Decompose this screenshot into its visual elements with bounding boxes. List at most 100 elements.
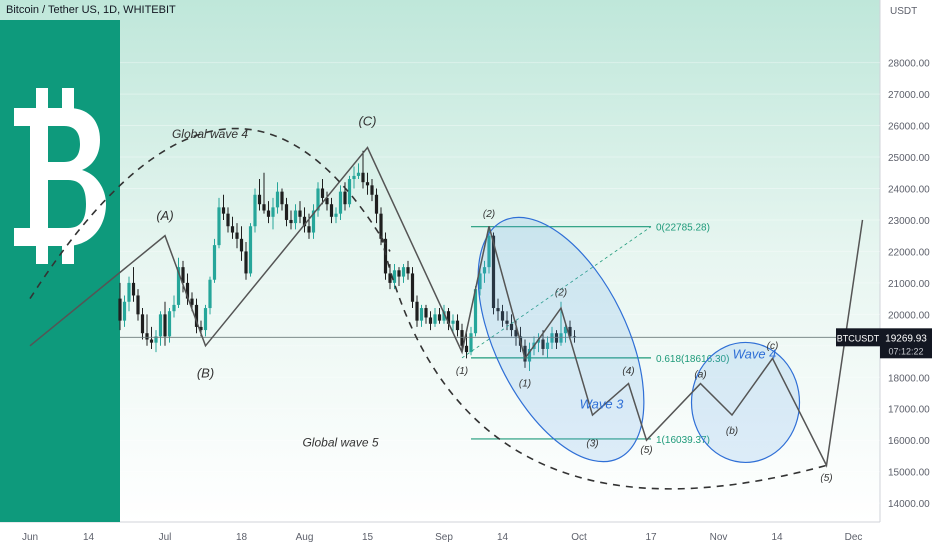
candle xyxy=(253,194,257,227)
x-tick-label: 14 xyxy=(771,532,783,543)
price-tag-value: 19269.93 xyxy=(885,333,927,344)
candle xyxy=(248,226,253,274)
candle xyxy=(338,191,343,214)
candle xyxy=(473,289,478,334)
candle xyxy=(199,326,203,331)
candle xyxy=(226,213,230,227)
candle xyxy=(271,207,275,217)
y-tick-label: 14000.00 xyxy=(888,499,930,510)
candle xyxy=(298,210,302,217)
x-tick-label: Jun xyxy=(22,532,38,543)
candle xyxy=(478,273,482,290)
candle xyxy=(464,345,469,353)
wave-4-ellipse xyxy=(690,341,801,464)
wave-label: (B) xyxy=(197,365,214,380)
candle xyxy=(550,333,554,343)
candle xyxy=(442,311,446,321)
candle xyxy=(545,342,550,349)
candle xyxy=(262,204,266,211)
candle xyxy=(280,191,284,205)
candle xyxy=(230,226,235,233)
wave-label: Global wave 4 xyxy=(172,127,248,141)
candle xyxy=(343,191,347,205)
x-tick-label: 15 xyxy=(362,532,374,543)
candle xyxy=(451,320,455,324)
bitcoin-logo-icon xyxy=(0,20,120,522)
wave-label: Global wave 5 xyxy=(302,435,378,449)
x-tick-label: 14 xyxy=(497,532,509,543)
price-tags: BTCUSDT 19269.93 07:12:22 xyxy=(836,328,932,359)
candle xyxy=(554,333,559,343)
candle xyxy=(176,267,181,305)
candle xyxy=(352,175,356,180)
candle xyxy=(401,267,406,277)
price-unit-label: USDT xyxy=(890,6,918,17)
candle xyxy=(559,333,563,343)
wave-3-ellipse xyxy=(477,216,645,463)
global-wave-4-arc xyxy=(29,127,391,300)
wave-label: (c) xyxy=(767,341,779,352)
y-tick-label: 15000.00 xyxy=(888,468,930,479)
candle xyxy=(410,273,415,302)
wave-label: (a) xyxy=(694,369,706,380)
candle xyxy=(158,314,163,337)
candle xyxy=(374,194,379,214)
wave-label: (5) xyxy=(640,445,652,456)
candle xyxy=(383,238,388,274)
candle xyxy=(482,267,487,274)
y-tick-label: 23000.00 xyxy=(888,216,930,227)
candle xyxy=(181,267,185,283)
candle xyxy=(505,320,509,324)
y-tick-label: 27000.00 xyxy=(888,90,930,101)
candle xyxy=(289,219,293,224)
candle xyxy=(311,210,316,233)
logo-panel xyxy=(0,20,120,522)
y-tick-labels: 14000.00 15000.00 16000.00 17000.00 18000.00… xyxy=(888,59,930,510)
candle xyxy=(541,339,545,349)
wave-label: (2) xyxy=(483,209,495,220)
candle xyxy=(257,194,262,205)
wave-label: (4) xyxy=(622,366,634,377)
candle xyxy=(568,326,572,337)
candle xyxy=(325,197,329,205)
candle xyxy=(203,308,208,331)
symbol-tag xyxy=(836,328,880,347)
wave-label: (5) xyxy=(820,473,832,484)
candle xyxy=(415,301,419,321)
global-wave-5-arc xyxy=(380,235,827,490)
candle xyxy=(307,226,311,233)
candle xyxy=(185,282,190,299)
candle xyxy=(536,339,541,343)
price-tag-countdown: 07:12:22 xyxy=(888,346,923,356)
candle xyxy=(329,204,334,217)
candle xyxy=(509,323,514,331)
y-tick-label: 26000.00 xyxy=(888,122,930,133)
candle xyxy=(235,232,239,239)
x-tick-label: Aug xyxy=(296,532,314,543)
candle xyxy=(500,311,505,321)
candle xyxy=(302,216,307,227)
candle xyxy=(131,282,136,296)
wave-label: Wave 4 xyxy=(733,346,777,361)
candle xyxy=(334,213,338,217)
y-tick-label: 25000.00 xyxy=(888,153,930,164)
candle xyxy=(244,251,248,274)
wave-label: (2) xyxy=(555,287,567,298)
candle xyxy=(284,204,289,220)
candle xyxy=(563,326,568,334)
candle xyxy=(122,301,127,321)
x-tick-label: 18 xyxy=(236,532,248,543)
y-tick-label: 22000.00 xyxy=(888,247,930,258)
candle xyxy=(356,172,361,176)
candle xyxy=(379,213,383,239)
x-tick-labels: Jun 14 Jul 18 Aug 15 Sep 14 Oct 17 Nov 14 Dec xyxy=(22,532,862,543)
wave-label: (C) xyxy=(358,114,376,129)
y-tick-label: 16000.00 xyxy=(888,436,930,447)
price-tag xyxy=(880,328,932,359)
y-tick-label: 18000.00 xyxy=(888,373,930,384)
candle xyxy=(217,207,221,246)
candle xyxy=(221,207,226,214)
y-tick-label: 20000.00 xyxy=(888,310,930,321)
